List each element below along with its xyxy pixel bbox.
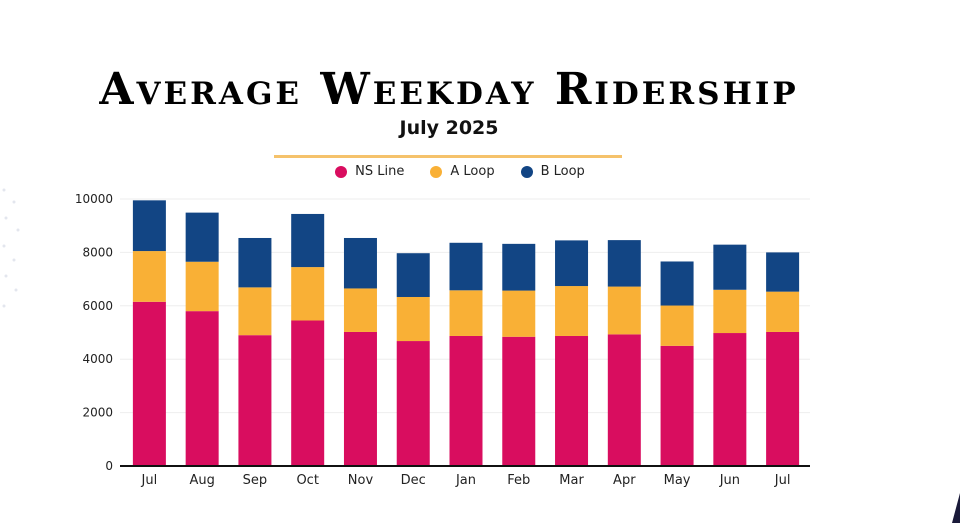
bar-a-loop (555, 286, 589, 336)
x-tick-label: May (664, 473, 691, 488)
bar-b-loop (238, 237, 272, 288)
bar-a-loop (502, 290, 536, 337)
decorative-dots (2, 188, 20, 308)
bar-b-loop (449, 242, 483, 291)
bar-a-loop (660, 305, 694, 346)
bar-ns-line (238, 335, 272, 466)
bar-a-loop (291, 267, 325, 321)
y-tick-label: 10000 (75, 192, 113, 206)
x-tick-label: Apr (613, 473, 636, 488)
bar-ns-line (449, 335, 483, 466)
legend-swatch-b-loop (520, 165, 533, 178)
bar-a-loop (343, 288, 377, 332)
legend-item-ns-line: NS Line (335, 164, 404, 179)
bar-b-loop (343, 237, 377, 289)
legend-swatch-ns-line (335, 165, 348, 178)
bar-ns-line (132, 301, 166, 466)
bar-b-loop (396, 253, 430, 297)
legend-label-b-loop: B Loop (540, 164, 585, 179)
bar-ns-line (607, 334, 641, 466)
bar-b-loop (766, 252, 800, 292)
bar-b-loop (132, 200, 166, 252)
legend-label-ns-line: NS Line (355, 164, 405, 179)
y-tick-label: 8000 (82, 245, 113, 259)
bar-ns-line (502, 336, 536, 466)
x-tick-label: Feb (507, 473, 530, 488)
x-tick-label: Oct (296, 473, 318, 488)
bar-a-loop (713, 289, 747, 334)
bar-ns-line (555, 335, 589, 466)
bar-a-loop (607, 286, 641, 335)
x-tick-label: Jul (141, 473, 158, 488)
bar-b-loop (607, 240, 641, 287)
bar-a-loop (238, 287, 272, 336)
bar-a-loop (449, 290, 483, 336)
chart-title: Average Weekday Ridership (99, 64, 799, 115)
x-tick-label: Dec (401, 473, 426, 488)
bar-b-loop (291, 213, 325, 268)
bar-ns-line (185, 311, 219, 466)
x-tick-label: Jan (455, 473, 476, 488)
bar-b-loop (660, 261, 694, 306)
legend-label-a-loop: A Loop (450, 164, 495, 179)
bar-a-loop (766, 291, 800, 332)
y-tick-label: 6000 (82, 299, 113, 313)
corner-accent (952, 493, 960, 523)
bar-b-loop (502, 243, 536, 291)
bar-ns-line (291, 320, 325, 466)
bar-ns-line (343, 331, 377, 466)
legend-swatch-a-loop (430, 165, 443, 178)
bar-ns-line (396, 341, 430, 466)
legend-item-b-loop: B Loop (520, 164, 585, 179)
x-tick-label: Jun (719, 473, 740, 488)
legend-item-a-loop: A Loop (430, 164, 495, 179)
y-tick-label: 2000 (82, 406, 113, 420)
y-tick-label: 4000 (82, 352, 113, 366)
x-tick-label: Aug (189, 473, 214, 488)
bar-a-loop (185, 261, 219, 312)
bar-b-loop (555, 240, 589, 287)
legend: NS Line A Loop B Loop (0, 164, 920, 179)
x-tick-label: Sep (243, 473, 268, 488)
bar-ns-line (660, 345, 694, 466)
bar-b-loop (713, 244, 747, 290)
chart-subtitle: July 2025 (399, 117, 499, 139)
x-tick-label: Nov (348, 473, 374, 488)
title-divider (274, 155, 622, 158)
bar-ns-line (766, 331, 800, 466)
x-tick-label: Jul (774, 473, 791, 488)
x-tick-label: Mar (559, 473, 584, 488)
bar-a-loop (132, 251, 166, 302)
bar-ns-line (713, 333, 747, 466)
y-tick-label: 0 (105, 459, 113, 473)
bar-a-loop (396, 296, 430, 342)
bar-b-loop (185, 212, 219, 262)
